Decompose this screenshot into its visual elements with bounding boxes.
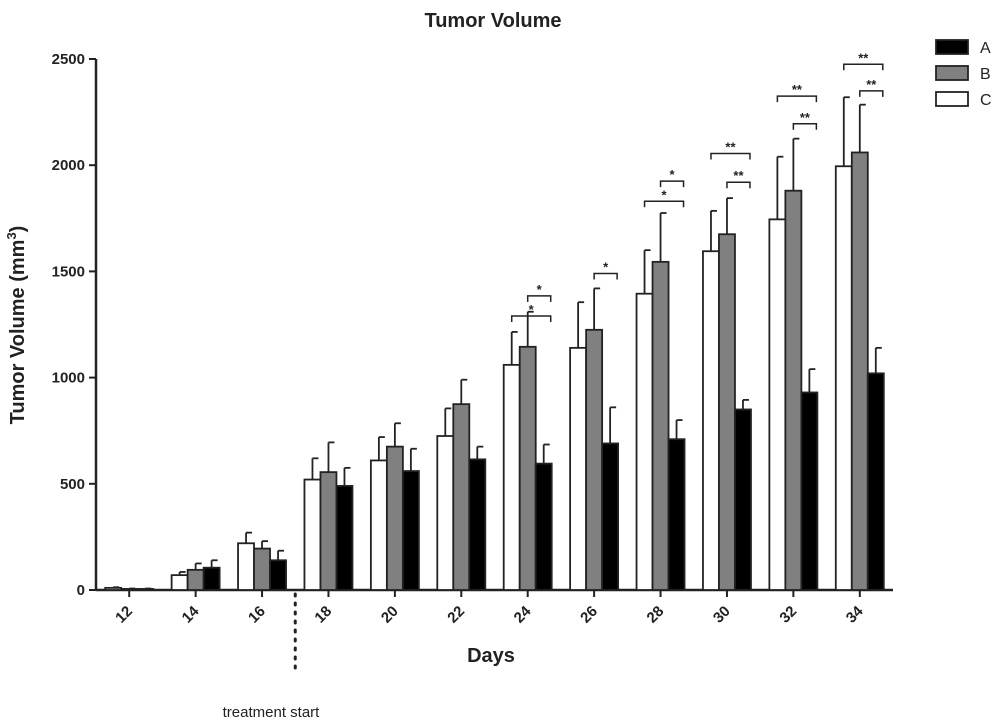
bar-B xyxy=(452,403,471,591)
x-tick-label: 18 xyxy=(311,603,335,627)
significance-bracket xyxy=(643,200,685,208)
bar-B xyxy=(253,547,271,591)
significance-label: ** xyxy=(800,110,811,125)
y-axis-title: Tumor Volume (mm3) xyxy=(4,226,29,425)
x-tick-label: 14 xyxy=(179,602,203,626)
legend-label-A: A xyxy=(980,40,991,57)
bar-C xyxy=(369,459,388,591)
significance-label: * xyxy=(603,260,609,275)
bar-C xyxy=(237,542,255,591)
significance-bracket xyxy=(776,95,818,103)
significance-label: * xyxy=(662,187,668,202)
bar-C xyxy=(170,574,189,591)
bar-B xyxy=(319,471,338,591)
legend-label-B: B xyxy=(980,66,991,83)
bar-A xyxy=(401,470,420,591)
significance-label: ** xyxy=(866,77,877,92)
bar-A xyxy=(601,442,620,591)
significance-bracket xyxy=(843,63,884,71)
bar-B xyxy=(120,588,139,591)
legend-label-C: C xyxy=(980,92,992,109)
x-tick-label: 24 xyxy=(511,602,535,626)
y-axis-title-base: Tumor Volume (mm xyxy=(7,240,29,425)
y-tick-label: 2500 xyxy=(52,51,85,68)
bar-C xyxy=(436,435,455,591)
bar-C xyxy=(104,586,123,591)
bar-A xyxy=(269,559,287,591)
bar-C xyxy=(303,478,322,591)
bar-C xyxy=(569,346,588,591)
bar-C xyxy=(635,292,654,591)
y-tick-label: 500 xyxy=(60,476,85,493)
significance-bracket xyxy=(526,295,552,302)
significance-bracket xyxy=(859,90,884,97)
treatment-start-label: treatment start xyxy=(223,704,321,721)
legend-swatch-C xyxy=(935,91,969,107)
bar-A xyxy=(667,438,686,591)
significance-bracket xyxy=(710,152,751,160)
x-tick-label: 30 xyxy=(710,603,734,627)
significance-label: ** xyxy=(858,50,869,65)
x-tick-label: 16 xyxy=(245,603,269,627)
x-axis-title: Days xyxy=(467,645,515,667)
bar-B xyxy=(385,445,404,591)
bar-A xyxy=(534,462,553,591)
svg-text:Tumor Volume (mm3): Tumor Volume (mm3) xyxy=(4,226,29,425)
significance-label: ** xyxy=(792,82,803,97)
y-tick-label: 0 xyxy=(77,582,85,599)
y-axis-title-close: ) xyxy=(7,226,29,233)
bar-C xyxy=(768,218,787,591)
bar-C xyxy=(702,250,720,591)
bar-B xyxy=(784,189,803,591)
bar-A xyxy=(734,408,752,591)
significance-bracket xyxy=(593,272,618,280)
x-tick-label: 32 xyxy=(776,603,800,627)
significance-label: ** xyxy=(733,168,744,183)
chart-title: Tumor Volume xyxy=(424,10,561,32)
bar-B xyxy=(850,151,869,591)
y-tick-label: 1500 xyxy=(52,263,85,280)
significance-bracket xyxy=(792,123,818,130)
significance-label: * xyxy=(537,282,543,297)
bar-B xyxy=(718,233,736,591)
bar-A xyxy=(800,391,819,591)
significance-label: * xyxy=(529,302,535,317)
bar-B xyxy=(651,260,670,591)
bar-A xyxy=(866,372,885,591)
bar-C xyxy=(834,165,853,591)
x-tick-label: 34 xyxy=(843,602,867,626)
significance-label: * xyxy=(670,167,676,182)
x-tick-label: 22 xyxy=(444,603,468,627)
significance-bracket xyxy=(510,315,552,323)
significance-label: ** xyxy=(725,140,736,155)
bar-A xyxy=(335,485,354,591)
legend: ABC xyxy=(935,39,992,109)
x-tick-label: 12 xyxy=(112,603,136,627)
legend-swatch-A xyxy=(935,39,969,55)
bar-B xyxy=(585,328,604,591)
bar-B xyxy=(518,345,537,591)
bar-C xyxy=(502,363,521,591)
x-tick-label: 20 xyxy=(378,603,402,627)
bar-A xyxy=(136,588,155,591)
plot-area: 0 500 1000 1500 2000 2500 12 14 16 18 20 22 24 26 28 30… xyxy=(52,50,893,675)
significance-bracket xyxy=(726,181,751,189)
bar-B xyxy=(186,568,205,591)
x-tick-label: 26 xyxy=(577,603,601,627)
x-tick-label: 28 xyxy=(644,603,668,627)
y-tick-label: 2000 xyxy=(52,157,85,174)
legend-swatch-B xyxy=(935,65,969,81)
y-axis-title-superscript: 3 xyxy=(4,232,19,239)
bar-A xyxy=(468,458,487,591)
bar-A xyxy=(202,566,221,591)
y-tick-label: 1000 xyxy=(52,370,85,387)
significance-bracket xyxy=(659,180,685,188)
